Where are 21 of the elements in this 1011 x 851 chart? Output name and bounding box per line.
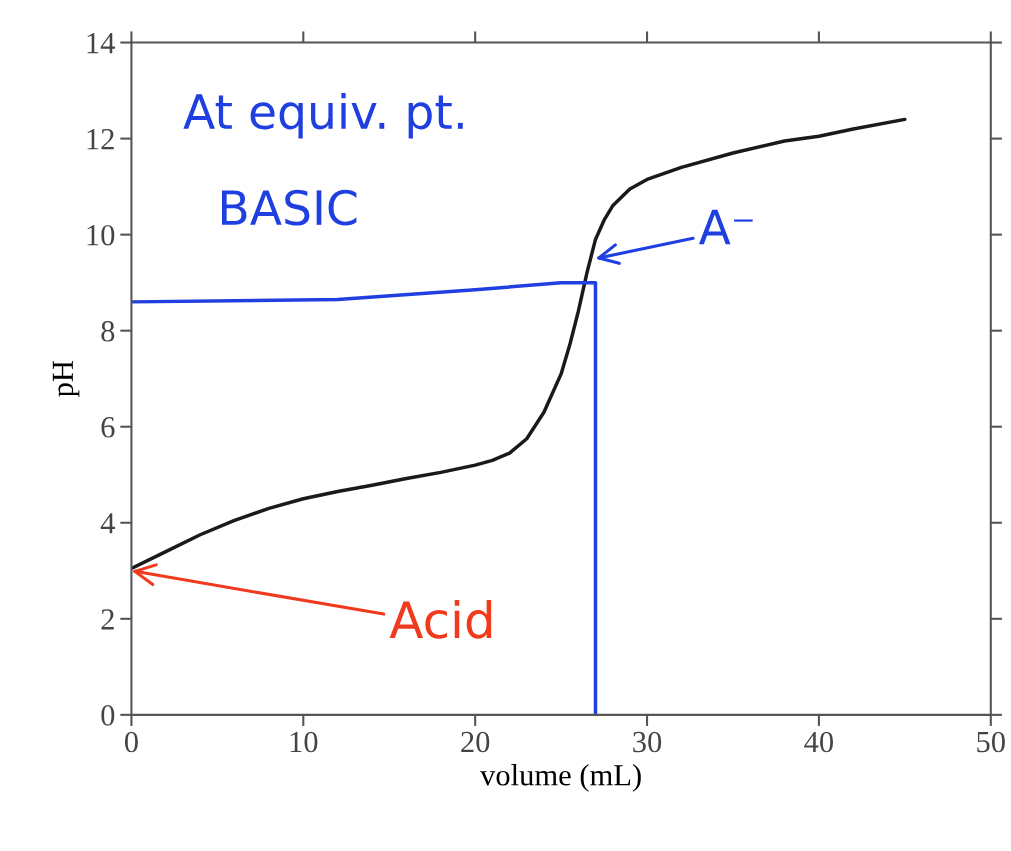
annotation: BASIC <box>222 189 357 226</box>
annotation: Acid <box>389 600 492 639</box>
x-tick-label: 50 <box>977 731 1005 753</box>
annotation: At equiv. pt. <box>183 92 463 139</box>
y-tick-label: 4 <box>100 513 115 534</box>
y-tick-label: 12 <box>87 128 114 150</box>
x-tick-label: 20 <box>461 731 490 753</box>
y-tick-label: 14 <box>87 32 115 54</box>
y-tick-label: 8 <box>101 320 115 342</box>
line-series <box>131 280 598 715</box>
x-tick-label: 10 <box>290 731 318 753</box>
x-tick-label: 40 <box>804 731 834 753</box>
x-tick-label: 0 <box>124 731 138 753</box>
y-tick-label: 0 <box>101 705 115 726</box>
y-tick-label: 6 <box>101 417 115 438</box>
x-tick-label: 30 <box>633 731 662 753</box>
x-axis-title: volume (mL) <box>480 764 641 792</box>
annotation: A⁻ <box>698 209 753 245</box>
y-tick-label: 2 <box>101 609 114 630</box>
y-axis-title: pH <box>52 360 80 397</box>
y-tick-label: 10 <box>87 224 115 246</box>
